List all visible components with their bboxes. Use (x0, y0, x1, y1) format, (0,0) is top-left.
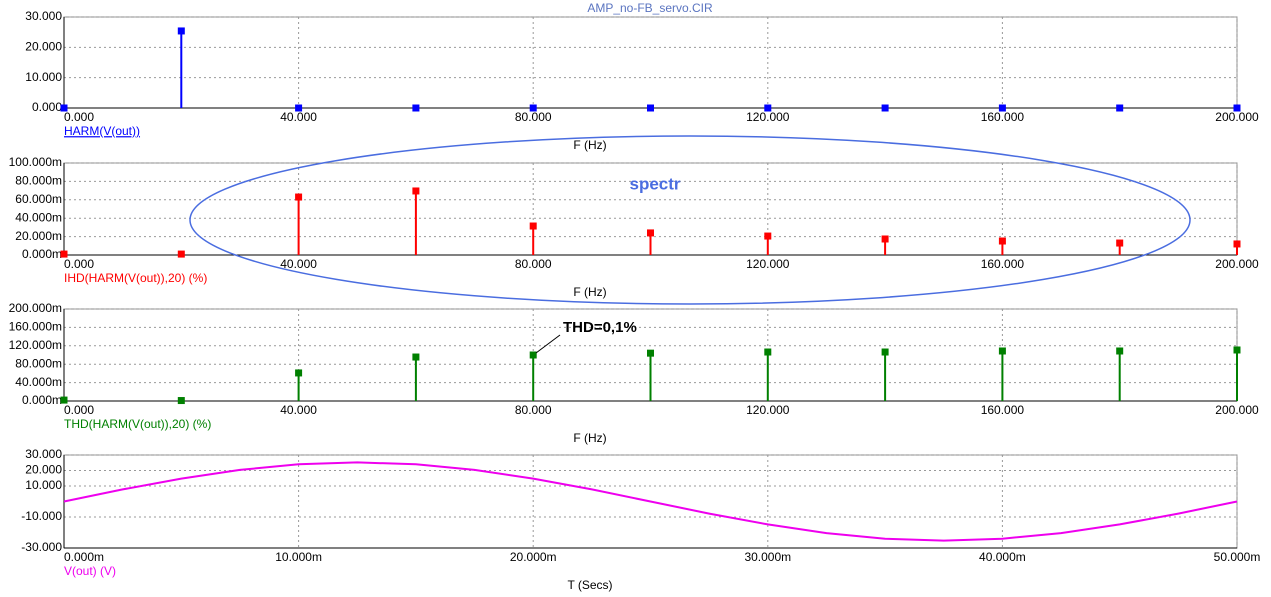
stem-marker (1233, 240, 1241, 248)
x-tick-label: 40.000 (280, 403, 317, 417)
stem-marker (647, 349, 654, 357)
x-tick-label: 160.000 (981, 110, 1025, 124)
stem-marker (1233, 346, 1241, 354)
y-tick-label: 40.000m (15, 210, 62, 224)
stem-marker (998, 347, 1006, 355)
x-tick-label: 160.000 (981, 257, 1025, 271)
stem-marker (764, 104, 772, 112)
y-tick-label: 0.000m (22, 247, 62, 261)
legend-label: THD(HARM(V(out)),20) (%) (64, 417, 211, 431)
y-tick-label: -10.000 (21, 509, 62, 523)
x-tick-label: 80.000 (515, 403, 552, 417)
stem-marker (1116, 239, 1124, 247)
stem-marker (295, 369, 303, 377)
x-tick-label: 0.000 (64, 257, 94, 271)
stem-marker (881, 235, 889, 243)
stem-marker (177, 250, 185, 258)
stem-marker (881, 104, 889, 112)
stem-marker (412, 104, 420, 112)
stem-marker (647, 229, 654, 237)
y-tick-label: 20.000 (25, 463, 62, 477)
y-tick-label: 160.000m (9, 320, 62, 334)
x-tick-label: 0.000 (64, 403, 94, 417)
stem-marker (998, 104, 1006, 112)
stem-marker (764, 348, 772, 356)
stem-marker (60, 250, 68, 258)
x-tick-label: 120.000 (746, 257, 790, 271)
x-tick-label: 50.000m (1214, 550, 1261, 564)
stem-marker (412, 353, 420, 361)
x-tick-label: 40.000m (979, 550, 1026, 564)
stem-marker (1233, 104, 1241, 112)
x-tick-label: 40.000 (280, 110, 317, 124)
x-tick-label: 40.000 (280, 257, 317, 271)
x-tick-label: 120.000 (746, 110, 790, 124)
stem-marker (1116, 347, 1124, 355)
y-tick-label: 20.000m (15, 229, 62, 243)
y-tick-label: 0.000m (22, 393, 62, 407)
y-tick-label: 80.000m (15, 174, 62, 188)
y-tick-label: 30.000 (25, 9, 62, 23)
y-tick-label: 0.000 (32, 100, 62, 114)
stem-marker (529, 222, 537, 230)
y-tick-label: 10.000 (25, 70, 62, 84)
y-tick-label: 10.000 (25, 478, 62, 492)
legend-label: V(out) (V) (64, 564, 116, 578)
x-tick-label: 160.000 (981, 403, 1025, 417)
y-tick-label: 20.000 (25, 40, 62, 54)
x-tick-label: 10.000m (275, 550, 322, 564)
stem-marker (998, 237, 1006, 245)
x-tick-label: 30.000m (744, 550, 791, 564)
stem-marker (529, 351, 537, 359)
x-tick-label: 80.000 (515, 110, 552, 124)
stem-marker (881, 348, 889, 356)
x-axis-label: F (Hz) (573, 285, 606, 299)
stem-marker (295, 193, 303, 201)
annotation-leader (535, 334, 561, 354)
x-tick-label: 200.000 (1215, 257, 1259, 271)
y-tick-label: -30.000 (21, 540, 62, 554)
annotation: THD=0,1% (563, 319, 637, 336)
stem-marker (60, 104, 68, 112)
stem-marker (1116, 104, 1124, 112)
legend-label: IHD(HARM(V(out)),20) (%) (64, 271, 207, 285)
stem-marker (529, 104, 537, 112)
y-tick-label: 60.000m (15, 192, 62, 206)
legend-label: HARM(V(out)) (64, 124, 140, 138)
annotation: spectr (629, 174, 680, 193)
stem-marker (177, 27, 185, 35)
x-tick-label: 20.000m (510, 550, 557, 564)
line-series (63, 461, 1238, 542)
y-tick-label: 100.000m (9, 155, 62, 169)
y-tick-label: 200.000m (9, 301, 62, 315)
x-tick-label: 200.000 (1215, 403, 1259, 417)
stem-marker (647, 104, 654, 112)
x-tick-label: 120.000 (746, 403, 790, 417)
stem-marker (412, 187, 420, 195)
x-tick-label: 80.000 (515, 257, 552, 271)
y-tick-label: 120.000m (9, 338, 62, 352)
x-tick-label: 200.000 (1215, 110, 1259, 124)
x-axis-label: F (Hz) (573, 431, 606, 445)
stem-marker (60, 396, 68, 404)
y-tick-label: 40.000m (15, 375, 62, 389)
x-axis-label: F (Hz) (573, 138, 606, 152)
x-tick-label: 0.000 (64, 110, 94, 124)
chart-title: AMP_no-FB_servo.CIR (587, 1, 713, 15)
annotation-ellipse (189, 135, 1191, 305)
stem-marker (177, 397, 185, 405)
x-axis-label: T (Secs) (567, 578, 612, 592)
x-tick-label: 0.000m (64, 550, 104, 564)
stem-marker (764, 232, 772, 240)
y-tick-label: 30.000 (25, 447, 62, 461)
y-tick-label: 80.000m (15, 356, 62, 370)
stem-marker (295, 104, 303, 112)
